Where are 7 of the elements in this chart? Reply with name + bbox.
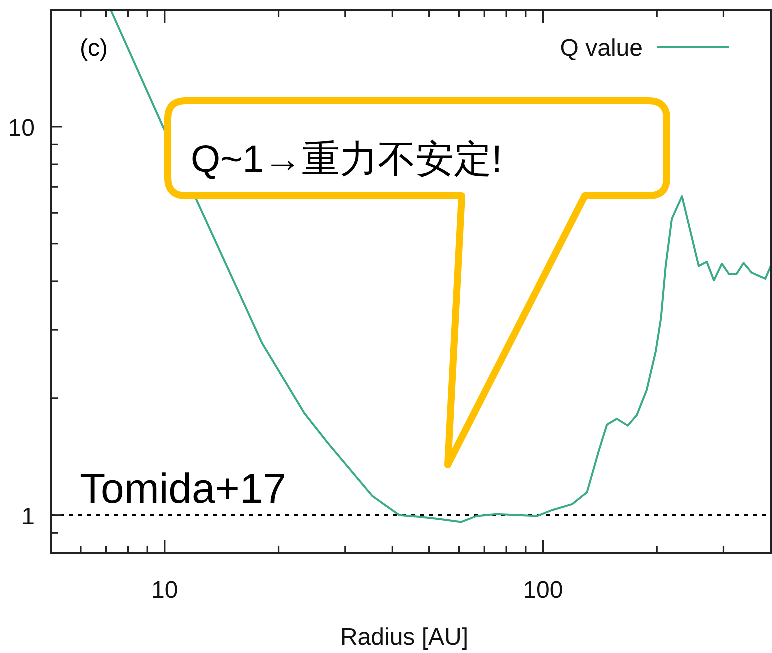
y-tick-label: 1	[22, 503, 35, 530]
x-tick-label: 100	[523, 577, 564, 604]
legend-label: Q value	[560, 35, 643, 62]
annotation: Tomida+17	[80, 465, 287, 512]
annotation: Q~1→重力不安定!	[191, 139, 502, 181]
annotation: (c)	[80, 35, 108, 62]
x-axis-title: Radius [AU]	[340, 624, 469, 651]
